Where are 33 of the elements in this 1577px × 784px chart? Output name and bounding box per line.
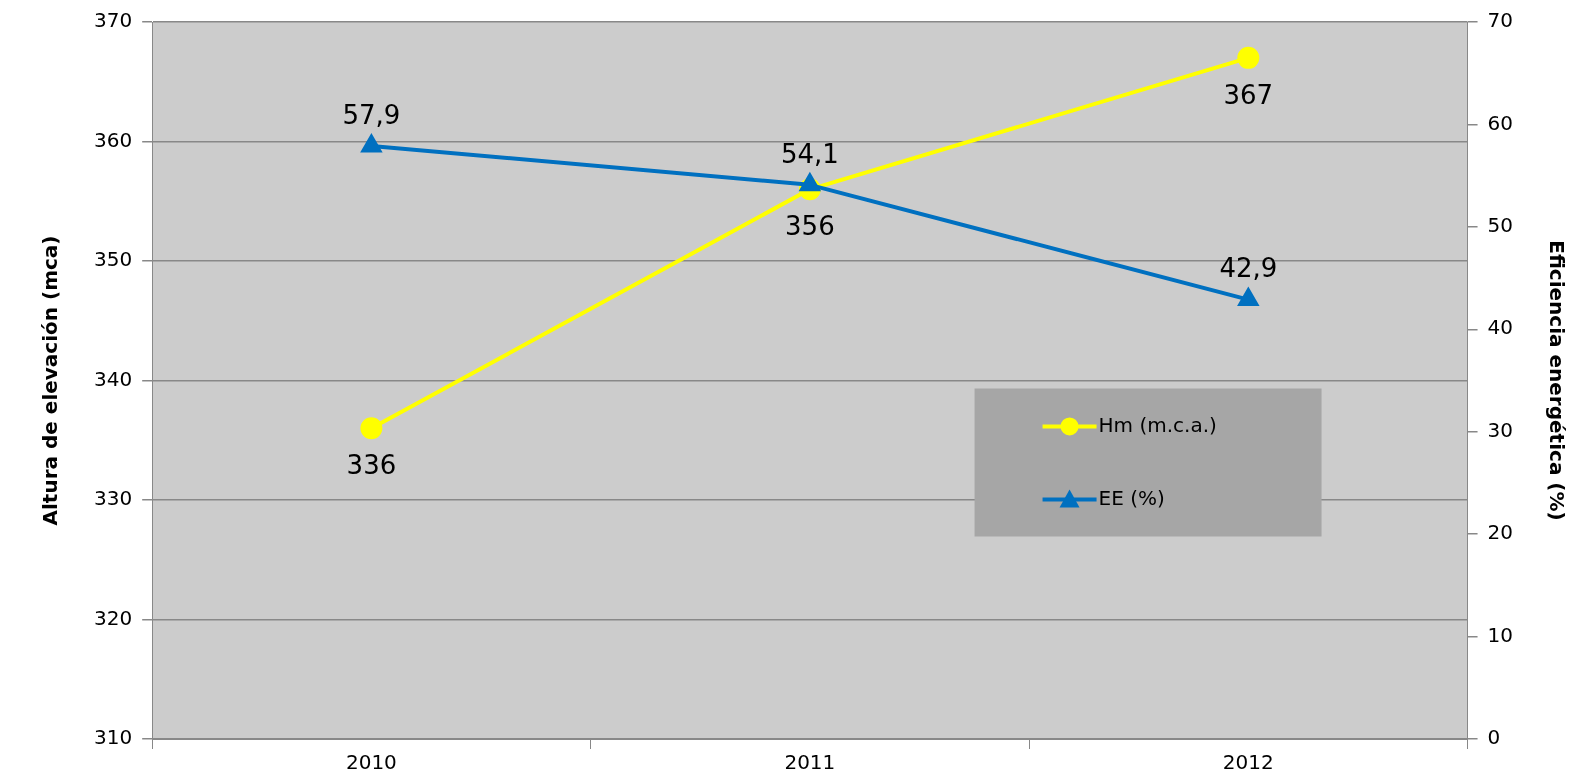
data-label: 57,9 bbox=[342, 99, 401, 130]
y-tick-label: 330 bbox=[93, 486, 133, 511]
y-tick-label: 340 bbox=[93, 366, 133, 391]
data-label: 336 bbox=[346, 450, 397, 481]
data-label: 356 bbox=[785, 211, 835, 242]
y-axis-title: Altura de elevación (mca) bbox=[38, 235, 63, 526]
y-tick-label: 350 bbox=[93, 247, 133, 272]
y2-tick-label: 70 bbox=[1487, 8, 1513, 33]
point bbox=[360, 417, 383, 440]
data-label: 42,9 bbox=[1219, 253, 1278, 284]
legend-label: EE (%) bbox=[1098, 485, 1165, 510]
data-label: 367 bbox=[1223, 79, 1274, 110]
y2-tick-label: 30 bbox=[1487, 417, 1513, 442]
legend-label: Hm (m.c.a.) bbox=[1098, 412, 1217, 437]
y-tick-label: 320 bbox=[93, 605, 133, 630]
y-tick-label: 370 bbox=[93, 8, 133, 33]
x-tick-label: 2012 bbox=[1222, 750, 1274, 775]
x-tick-label: 2011 bbox=[784, 750, 836, 775]
point bbox=[1237, 286, 1260, 307]
y2-tick-label: 50 bbox=[1487, 213, 1513, 238]
y-tick-label: 360 bbox=[93, 127, 133, 152]
data-label: 54,1 bbox=[780, 138, 839, 169]
y-tick-label: 310 bbox=[93, 725, 133, 750]
point bbox=[361, 134, 382, 153]
x-tick-label: 2010 bbox=[345, 750, 397, 775]
y2-axis-title: Eficiencia energética (%) bbox=[1544, 240, 1569, 521]
point bbox=[798, 171, 821, 192]
y2-tick-label: 20 bbox=[1487, 520, 1513, 545]
point bbox=[1237, 46, 1260, 69]
y2-tick-label: 0 bbox=[1487, 725, 1501, 750]
y2-tick-label: 10 bbox=[1487, 622, 1513, 647]
y2-tick-label: 60 bbox=[1487, 110, 1513, 135]
y2-tick-label: 40 bbox=[1487, 315, 1513, 340]
